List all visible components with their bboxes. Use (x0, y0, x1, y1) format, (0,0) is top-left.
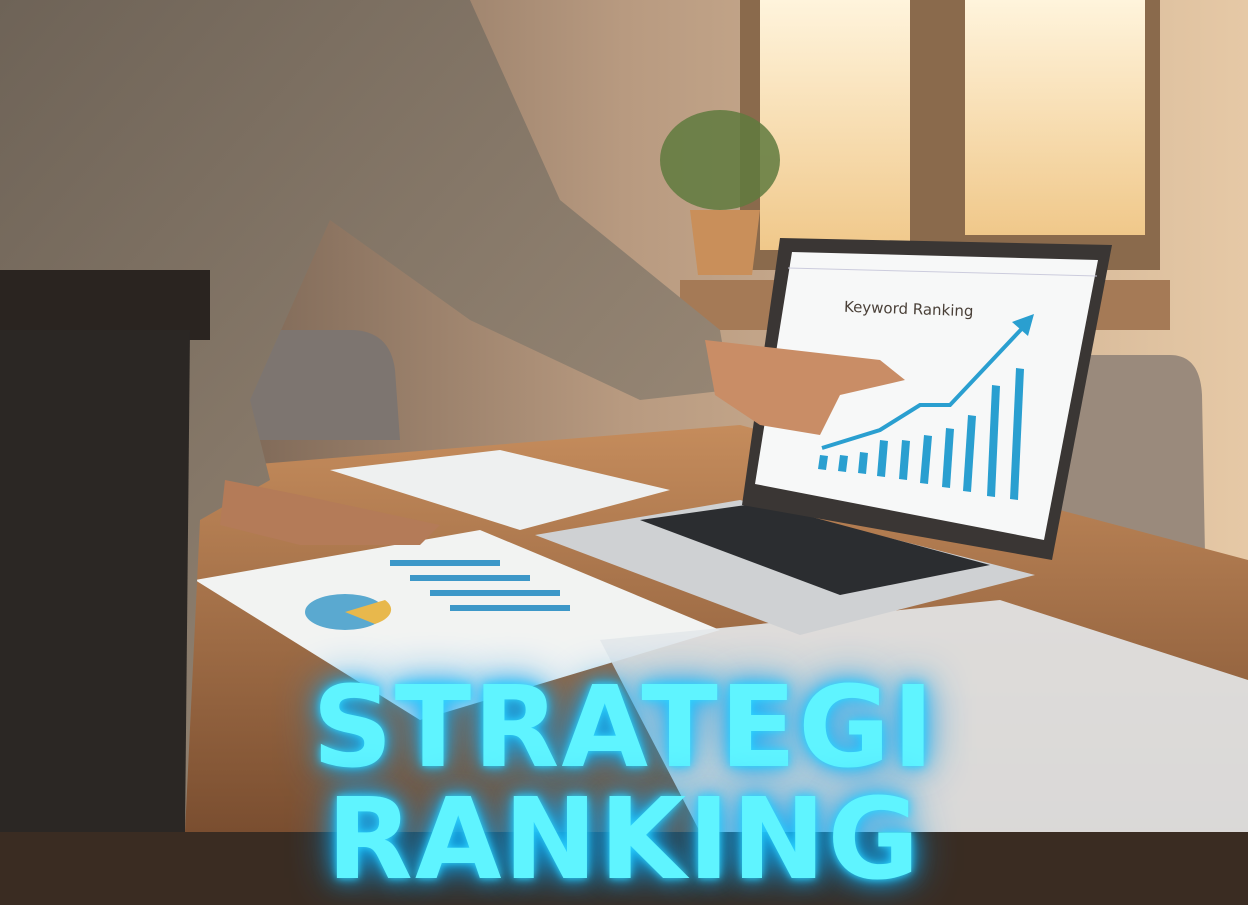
trousers (0, 330, 190, 832)
laptop (535, 238, 1112, 635)
screen-chart-bar (877, 440, 888, 477)
paper-reports (195, 450, 1248, 832)
resting-hand (220, 480, 440, 545)
screen-chart-bar (1010, 368, 1024, 500)
screen-chart-bar (899, 440, 910, 480)
screen-chart-bar (963, 415, 976, 492)
screen-chart-bar (920, 435, 932, 484)
headline: STRATEGI RANKING (312, 663, 936, 905)
bar-chart-printout (390, 560, 570, 611)
pointing-hand (705, 340, 905, 435)
screen-chart (818, 314, 1034, 500)
person (0, 0, 905, 832)
chart-trend-line (821, 318, 1032, 450)
screen-toolbar-divider (787, 267, 1098, 277)
screen-chart-bar (858, 452, 868, 474)
screen-chart-bar (838, 455, 848, 472)
chart-arrow-head-icon (1012, 314, 1034, 336)
chair (230, 330, 400, 440)
chair (1055, 355, 1205, 555)
keyboard (640, 503, 990, 595)
belt (0, 270, 210, 340)
screen-chart-bar (987, 385, 1000, 497)
potted-plant (660, 110, 780, 275)
screen-chart-bar (942, 428, 954, 488)
office-photo (0, 0, 1248, 832)
screen-chart-bar (818, 455, 828, 470)
